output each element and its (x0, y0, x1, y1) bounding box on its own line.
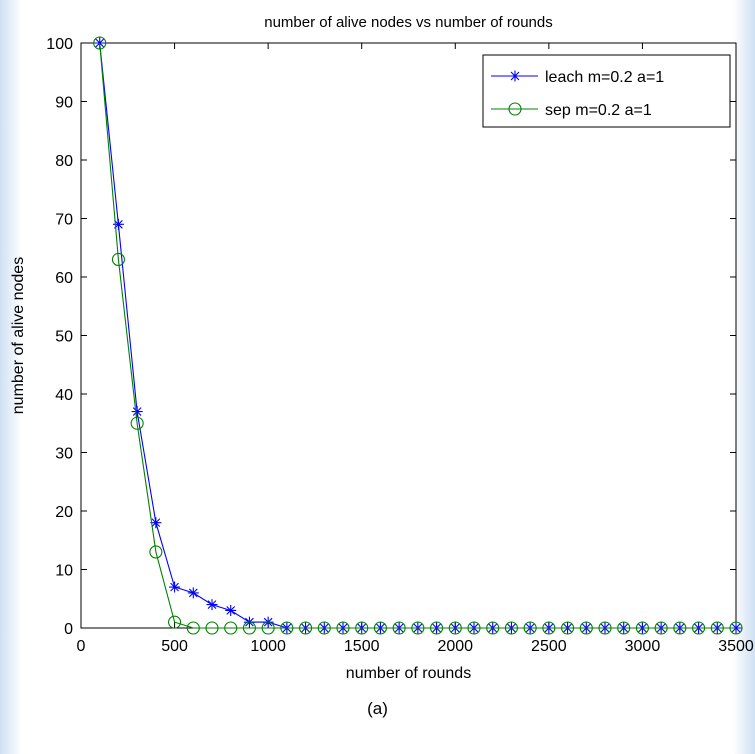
data-point-series-2 (411, 621, 425, 635)
data-point-series-2 (710, 621, 724, 635)
figure-caption: (a) (367, 699, 388, 718)
legend-box (482, 54, 731, 128)
data-point-series-2 (467, 621, 481, 635)
legend-marker-1 (509, 70, 521, 82)
y-tick-label: 50 (55, 329, 73, 346)
y-tick-label: 60 (55, 270, 73, 287)
data-point-series-2 (542, 621, 556, 635)
data-point-series-2 (130, 416, 144, 430)
data-point-series-2 (392, 621, 406, 635)
data-point-series-2 (224, 621, 238, 635)
plot-area (80, 42, 737, 629)
data-point-series-2 (242, 621, 256, 635)
y-tick-label: 80 (55, 153, 73, 170)
data-point-series-2 (448, 621, 462, 635)
y-tick-label: 40 (55, 387, 73, 404)
x-axis-label: number of rounds (346, 665, 471, 682)
x-tick-label: 3500 (718, 638, 754, 655)
data-point-series-2 (355, 621, 369, 635)
data-point-series-1 (187, 587, 199, 599)
data-point-series-2 (317, 621, 331, 635)
data-point-series-1 (150, 517, 162, 529)
legend-label-2: sep m=0.2 a=1 (545, 102, 652, 119)
y-tick-label: 70 (55, 212, 73, 229)
data-point-series-2 (280, 621, 294, 635)
y-tick-label: 10 (55, 563, 73, 580)
data-point-series-2 (561, 621, 575, 635)
data-point-series-2 (504, 621, 518, 635)
y-tick-label: 0 (64, 621, 73, 638)
x-tick-label: 500 (161, 638, 188, 655)
data-point-series-2 (93, 36, 107, 50)
x-tick-label: 2000 (437, 638, 473, 655)
alive-nodes-chart: number of alive nodes vs number of round… (10, 14, 754, 682)
data-point-series-2 (523, 621, 537, 635)
y-tick-label: 30 (55, 446, 73, 463)
data-point-series-2 (336, 621, 350, 635)
data-point-series-2 (430, 621, 444, 635)
y-tick-label: 90 (55, 95, 73, 112)
data-point-series-2 (486, 621, 500, 635)
data-point-series-2 (729, 621, 743, 635)
data-point-series-1 (112, 218, 124, 230)
data-point-series-2 (205, 621, 219, 635)
data-point-series-1 (169, 581, 181, 593)
legend-marker-2 (508, 102, 522, 116)
data-point-series-2 (299, 621, 313, 635)
data-point-series-2 (635, 621, 649, 635)
data-point-series-2 (111, 252, 125, 267)
y-tick-label: 20 (55, 504, 73, 521)
chart-title: number of alive nodes vs number of round… (264, 14, 553, 31)
data-point-series-2 (261, 621, 275, 635)
x-tick-label: 3000 (625, 638, 661, 655)
data-point-series-2 (692, 621, 706, 635)
data-point-series-2 (654, 621, 668, 635)
data-point-series-2 (617, 621, 631, 635)
data-point-series-2 (168, 615, 182, 629)
data-point-series-2 (149, 545, 163, 559)
x-tick-label: 1000 (250, 638, 286, 655)
data-point-series-2 (673, 621, 687, 635)
x-tick-label: 0 (77, 638, 86, 655)
data-point-series-2 (598, 621, 612, 635)
y-axis-label: number of alive nodes (10, 257, 27, 414)
background-band-right (733, 0, 755, 754)
background-band-left (0, 0, 22, 754)
data-point-series-1 (225, 604, 237, 616)
data-point-series-1 (206, 599, 218, 611)
data-point-series-1 (131, 406, 143, 418)
y-tick-label: 100 (46, 36, 73, 53)
x-tick-label: 2500 (531, 638, 567, 655)
data-point-series-2 (186, 621, 200, 635)
legend-label-1: leach m=0.2 a=1 (545, 69, 664, 86)
data-point-series-2 (373, 621, 387, 635)
data-point-series-2 (579, 621, 593, 635)
x-tick-label: 1500 (344, 638, 380, 655)
